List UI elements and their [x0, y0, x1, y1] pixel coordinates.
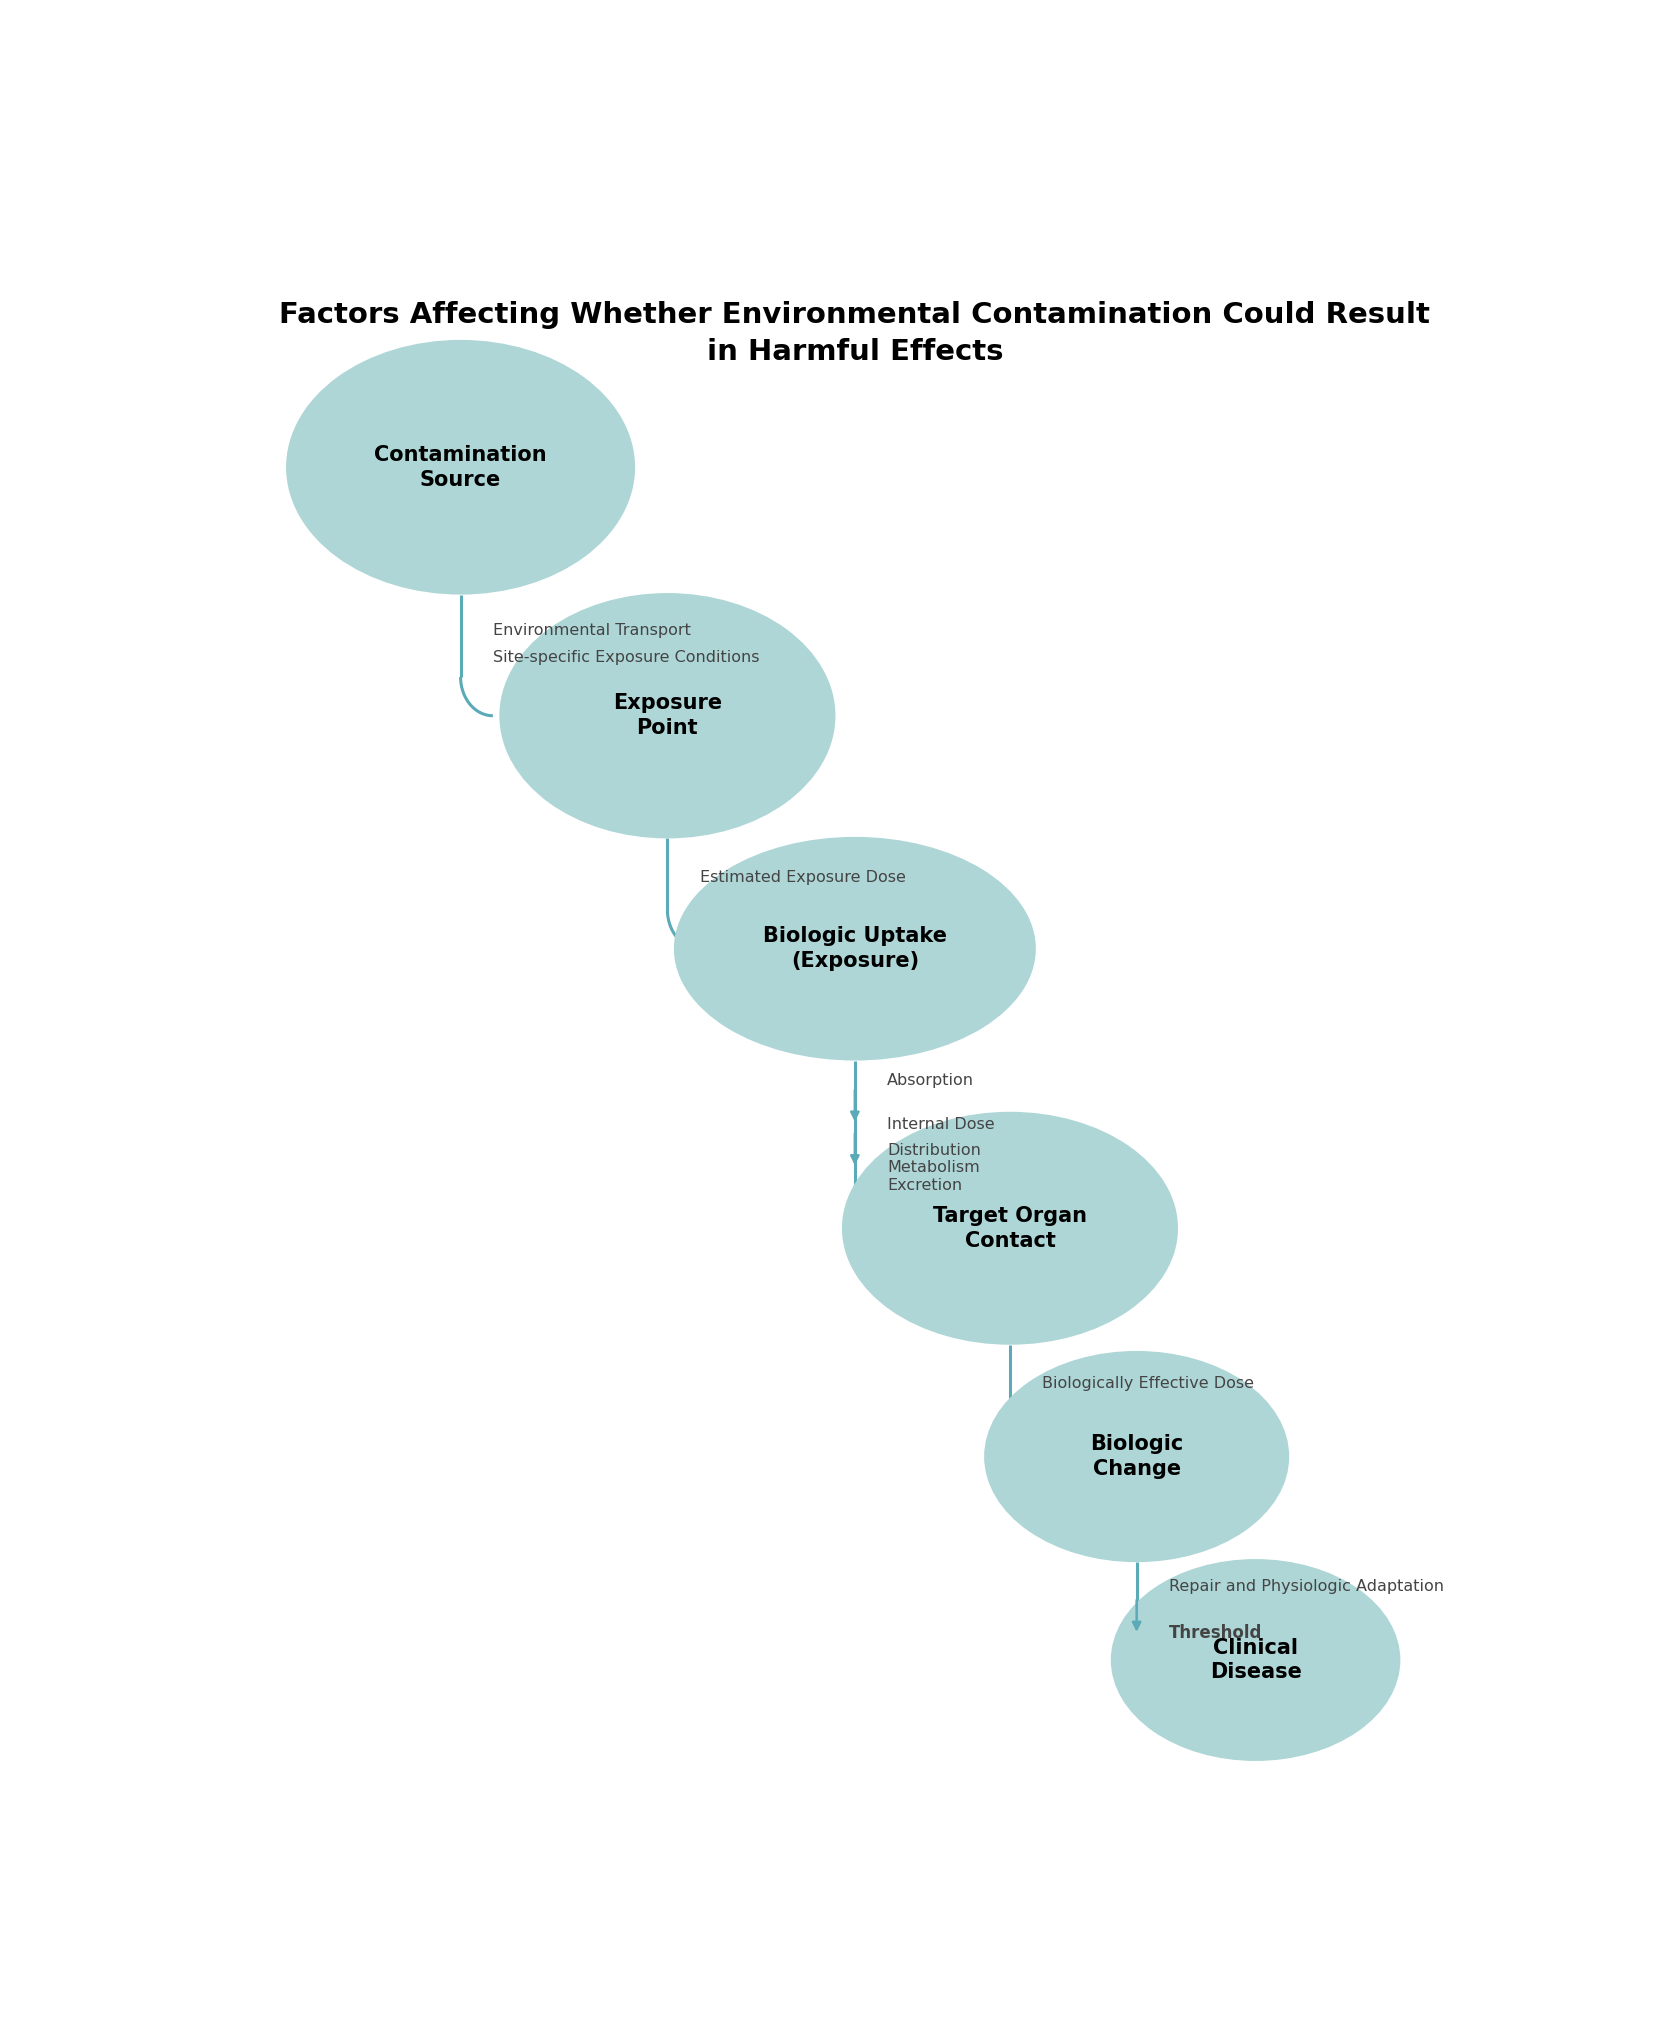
Text: Distribution
Metabolism
Excretion: Distribution Metabolism Excretion	[887, 1144, 981, 1192]
Text: Biologic
Change: Biologic Change	[1089, 1434, 1183, 1478]
Text: Threshold: Threshold	[1169, 1624, 1263, 1642]
Text: Absorption: Absorption	[887, 1073, 974, 1087]
Ellipse shape	[984, 1351, 1289, 1563]
Text: Contamination
Source: Contamination Source	[374, 446, 547, 490]
Ellipse shape	[499, 593, 836, 839]
Text: Biologically Effective Dose: Biologically Effective Dose	[1042, 1376, 1254, 1392]
Text: Target Organ
Contact: Target Organ Contact	[932, 1206, 1088, 1251]
Text: Environmental Transport: Environmental Transport	[494, 623, 691, 639]
Ellipse shape	[842, 1111, 1178, 1345]
Text: Internal Dose: Internal Dose	[887, 1117, 994, 1132]
Ellipse shape	[287, 341, 636, 595]
Text: Site-specific Exposure Conditions: Site-specific Exposure Conditions	[494, 649, 759, 666]
Text: Biologic Uptake
(Exposure): Biologic Uptake (Exposure)	[762, 926, 947, 970]
Text: Repair and Physiologic Adaptation: Repair and Physiologic Adaptation	[1169, 1579, 1444, 1593]
Text: Estimated Exposure Dose: Estimated Exposure Dose	[701, 869, 906, 885]
Text: Clinical
Disease: Clinical Disease	[1209, 1638, 1301, 1682]
Text: Exposure
Point: Exposure Point	[612, 694, 722, 738]
Text: Factors Affecting Whether Environmental Contamination Could Result
in Harmful Ef: Factors Affecting Whether Environmental …	[280, 301, 1429, 365]
Ellipse shape	[1111, 1559, 1401, 1761]
Ellipse shape	[674, 837, 1036, 1061]
